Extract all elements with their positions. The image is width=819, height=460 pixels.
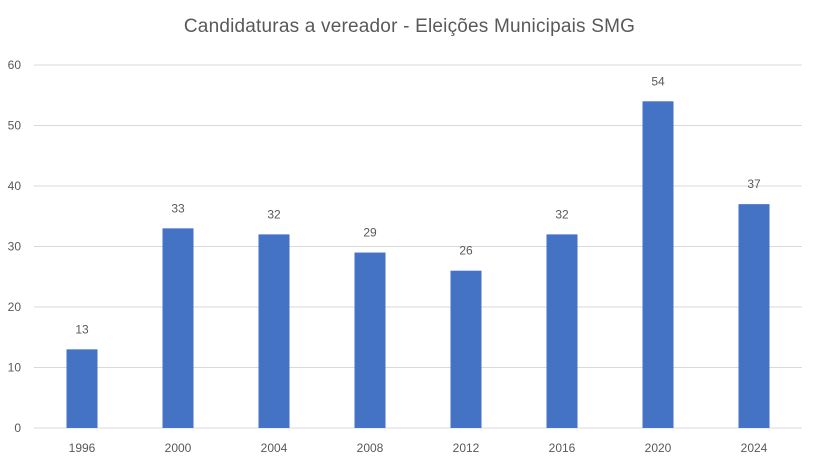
x-tick-label-2020: 2020	[645, 441, 672, 455]
x-tick-label-2004: 2004	[261, 441, 288, 455]
x-tick-label-2000: 2000	[165, 441, 192, 455]
data-label-2008: 29	[363, 226, 377, 240]
bar-2020	[642, 101, 674, 429]
y-tick-label: 60	[8, 58, 22, 72]
bar-1996	[66, 349, 98, 428]
y-tick-label: 30	[8, 240, 22, 254]
chart-title: Candidaturas a vereador - Eleições Munic…	[183, 16, 636, 37]
x-tick-label-2008: 2008	[357, 441, 384, 455]
y-tick-label: 40	[8, 179, 22, 193]
y-tick-label: 20	[8, 300, 22, 314]
gridlines	[34, 64, 802, 429]
y-tick-label: 10	[8, 361, 22, 375]
data-label-2000: 33	[171, 201, 185, 215]
x-axis-tick-labels: 1996 2000 2004 2008 2012 2016 2020 2024	[69, 441, 768, 455]
x-tick-label-2012: 2012	[453, 441, 480, 455]
bar-2000	[162, 228, 194, 428]
data-label-2012: 26	[459, 244, 473, 258]
bar-2008	[354, 252, 386, 428]
x-tick-label-2016: 2016	[549, 441, 576, 455]
y-tick-label: 0	[14, 421, 21, 435]
x-tick-label-2024: 2024	[741, 441, 768, 455]
y-tick-label: 50	[8, 119, 22, 133]
data-label-2004: 32	[267, 207, 281, 221]
data-label-2024: 37	[747, 177, 761, 191]
bar-2012	[450, 270, 482, 428]
data-label-2020: 54	[651, 74, 665, 88]
bar-2024	[738, 204, 770, 428]
data-label-2016: 32	[555, 207, 569, 221]
data-labels: 13 33 32 29 26 32 54 37	[75, 74, 761, 336]
bar-2004	[258, 234, 290, 428]
bar-2016	[546, 234, 578, 428]
x-tick-label-1996: 1996	[69, 441, 96, 455]
data-label-1996: 13	[75, 322, 89, 336]
bars	[66, 101, 770, 429]
y-axis-tick-labels: 0 10 20 30 40 50 60	[8, 58, 22, 435]
